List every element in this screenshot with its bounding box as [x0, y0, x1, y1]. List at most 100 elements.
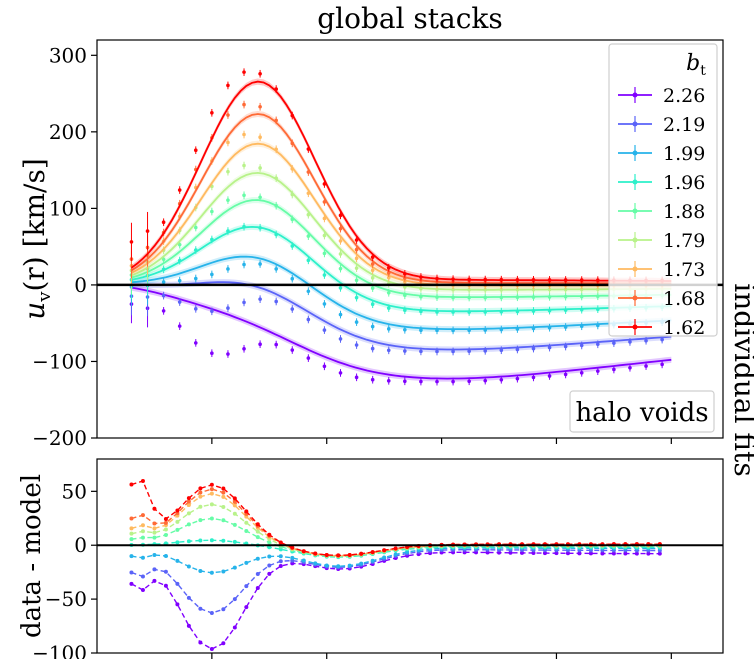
residual-point-0 [588, 551, 593, 556]
data-point-2 [242, 262, 246, 267]
data-point-4 [419, 294, 423, 299]
data-point-4 [370, 286, 375, 290]
data-point-8 [579, 278, 584, 282]
data-point-1 [515, 347, 520, 352]
residual-point-8 [186, 496, 191, 501]
data-point-3 [290, 244, 295, 248]
legend-label-6: 1.73 [663, 259, 705, 281]
residual-point-5 [221, 504, 226, 509]
data-point-4 [354, 278, 359, 283]
data-point-2 [547, 325, 552, 330]
data-point-2 [274, 267, 278, 271]
data-point-2 [354, 320, 359, 324]
residual-point-1 [221, 607, 226, 612]
residual-point-2 [359, 561, 364, 566]
data-point-2 [322, 302, 327, 306]
data-point-4 [322, 251, 327, 256]
data-point-3 [467, 310, 471, 314]
data-point-7 [403, 276, 407, 280]
data-point-1 [628, 340, 632, 344]
data-point-0 [274, 342, 278, 347]
residual-point-2 [290, 555, 295, 560]
data-point-8 [226, 83, 230, 88]
upper-ylabel-main: u [18, 302, 51, 320]
data-point-0 [242, 346, 246, 351]
residual-point-6 [198, 494, 203, 499]
data-point-1 [306, 317, 311, 322]
residual-point-7 [209, 487, 214, 492]
annotation-text: halo voids [575, 398, 708, 428]
data-point-0 [354, 375, 359, 380]
residual-point-2 [140, 555, 145, 560]
data-point-4 [274, 203, 278, 208]
upper-series-group [129, 68, 672, 386]
data-point-0 [370, 377, 375, 382]
data-point-0 [644, 364, 648, 368]
lower-ylabel: data - model [17, 474, 47, 638]
data-point-2 [193, 276, 198, 281]
legend-label-7: 1.68 [663, 288, 705, 310]
data-point-4 [483, 295, 488, 300]
data-point-8 [274, 87, 278, 91]
data-point-0 [338, 371, 343, 375]
legend-marker-4 [632, 208, 638, 214]
data-point-5 [547, 287, 552, 292]
data-point-2 [419, 328, 423, 333]
data-point-1 [338, 337, 343, 341]
data-point-8 [145, 229, 150, 233]
legend: bt 2.26 2.19 1.99 1.96 1.88 1.79 1.73 1.68 1.62 [608, 43, 718, 339]
data-point-5 [483, 287, 488, 292]
residual-point-8 [313, 551, 318, 556]
data-point-4 [226, 198, 230, 202]
data-point-8 [451, 277, 455, 281]
residual-point-6 [140, 523, 145, 528]
legend-label-3: 1.96 [663, 172, 705, 194]
data-point-1 [579, 343, 584, 348]
residual-point-8 [198, 486, 203, 491]
data-point-0 [579, 371, 584, 375]
data-point-2 [483, 328, 488, 332]
legend-marker-1 [632, 121, 638, 127]
residual-point-4 [140, 535, 145, 540]
data-point-7 [226, 113, 230, 117]
residual-point-0 [175, 602, 180, 607]
data-point-1 [531, 346, 536, 351]
data-point-7 [290, 141, 295, 146]
residual-point-0 [129, 581, 134, 586]
residual-point-1 [140, 574, 145, 579]
legend-frame [608, 43, 718, 337]
data-point-5 [531, 287, 536, 292]
data-point-1 [644, 338, 648, 343]
data-point-3 [386, 306, 391, 310]
data-point-0 [628, 365, 632, 370]
residual-point-0 [232, 625, 237, 630]
legend-marker-0 [632, 92, 638, 98]
data-point-2 [226, 267, 230, 271]
data-point-1 [467, 349, 471, 354]
residual-point-5 [140, 529, 145, 534]
residual-point-3 [232, 539, 237, 544]
data-point-3 [499, 309, 504, 314]
residual-point-2 [163, 553, 168, 558]
residual-point-2 [393, 552, 398, 557]
data-point-1 [274, 299, 278, 304]
data-point-7 [258, 104, 262, 109]
residual-point-4 [221, 518, 226, 523]
residual-point-0 [542, 551, 547, 556]
residual-point-0 [508, 550, 513, 555]
upper-yticks: −200 −100 0 100 200 300 [32, 43, 97, 450]
data-point-1 [435, 349, 439, 354]
data-point-5 [226, 169, 230, 174]
data-point-8 [403, 272, 407, 276]
residual-point-1 [278, 559, 283, 564]
lower-yticks-label: 0 [74, 533, 87, 557]
data-point-5 [258, 166, 262, 170]
residual-point-1 [175, 581, 180, 586]
data-point-6 [338, 239, 343, 243]
data-point-8 [129, 240, 134, 244]
data-point-1 [612, 341, 616, 345]
residual-point-1 [129, 570, 134, 575]
residual-point-7 [221, 490, 226, 495]
lower-yticks-label: 50 [62, 479, 87, 503]
